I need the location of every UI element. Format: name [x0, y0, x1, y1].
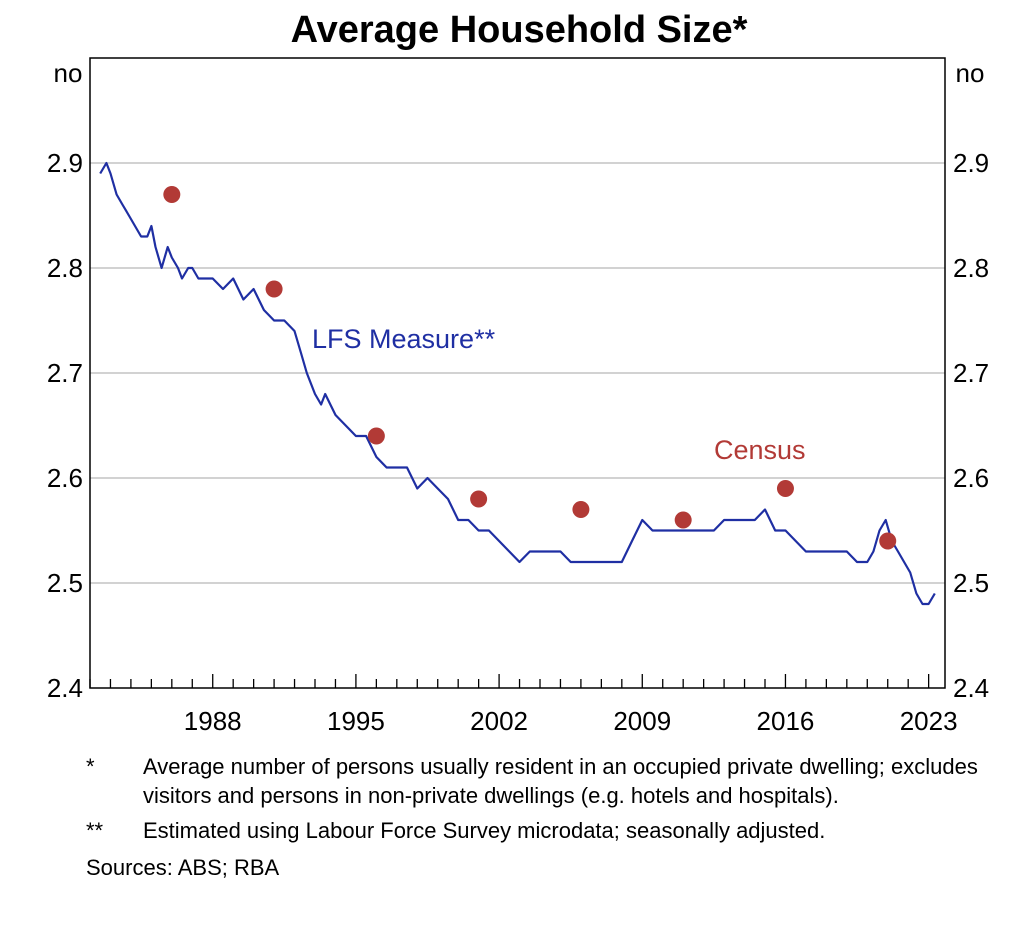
y-unit-right: no — [956, 58, 985, 88]
chart-title: Average Household Size* — [291, 9, 748, 51]
axis-ticks — [89, 674, 930, 688]
footnote-2-mark: ** — [86, 818, 104, 843]
y-tick-label-right: 2.5 — [953, 568, 989, 598]
footnote-2-text: Estimated using Labour Force Survey micr… — [143, 818, 826, 843]
y-tick-label-left: 2.7 — [47, 358, 83, 388]
y-tick-label-left: 2.8 — [47, 253, 83, 283]
footnote-1-mark: * — [86, 754, 95, 779]
census-series-label: Census — [714, 435, 806, 465]
census-point-1991 — [265, 280, 283, 298]
x-tick-label: 2009 — [613, 706, 671, 736]
chart: Average Household Size* no no 2.4 2.42.5 2… — [47, 9, 989, 736]
tick-labels: 2.4 2.4 2.5 2.5 2.6 2.6 2.7 2.7 2.8 2.8 2.9 2.9 1988… — [47, 148, 989, 736]
y-tick-label-right: 2.7 — [953, 358, 989, 388]
census-point-2016 — [776, 480, 794, 497]
lfs-measure-line — [99, 161, 936, 606]
lfs-series-label: LFS Measure** — [312, 324, 496, 354]
y-tick-label-left: 2.4 — [47, 673, 83, 703]
y-tick-label-right: 2.6 — [953, 463, 989, 493]
sources-line: Sources: ABS; RBA — [86, 855, 280, 880]
plot-frame — [89, 57, 946, 689]
y-unit-left: no — [54, 58, 83, 88]
footnotes: * Average number of persons usually resi… — [86, 752, 986, 882]
census-point-2001 — [470, 490, 488, 508]
census-point-2011 — [674, 511, 692, 529]
census-point-1996 — [367, 427, 385, 445]
census-point-1986 — [163, 186, 181, 203]
x-tick-label: 1988 — [184, 706, 242, 736]
x-tick-label: 2016 — [757, 706, 815, 736]
x-tick-label: 2023 — [900, 706, 958, 736]
y-tick-label-right: 2.4 — [953, 673, 989, 703]
y-tick-label-right: 2.8 — [953, 253, 989, 283]
y-tick-label-left: 2.6 — [47, 463, 83, 493]
census-point-2006 — [572, 501, 590, 518]
y-tick-label-left: 2.5 — [47, 568, 83, 598]
series — [99, 161, 936, 606]
footnote-1: * Average number of persons usually resi… — [86, 752, 986, 810]
census-point-2021 — [879, 532, 897, 550]
x-tick-label: 1995 — [327, 706, 385, 736]
x-tick-label: 2002 — [470, 706, 528, 736]
footnote-2: ** Estimated using Labour Force Survey m… — [86, 816, 986, 845]
y-tick-label-left: 2.9 — [47, 148, 83, 178]
y-tick-label-right: 2.9 — [953, 148, 989, 178]
footnote-1-text: Average number of persons usually reside… — [143, 754, 978, 808]
gridlines — [90, 162, 945, 584]
